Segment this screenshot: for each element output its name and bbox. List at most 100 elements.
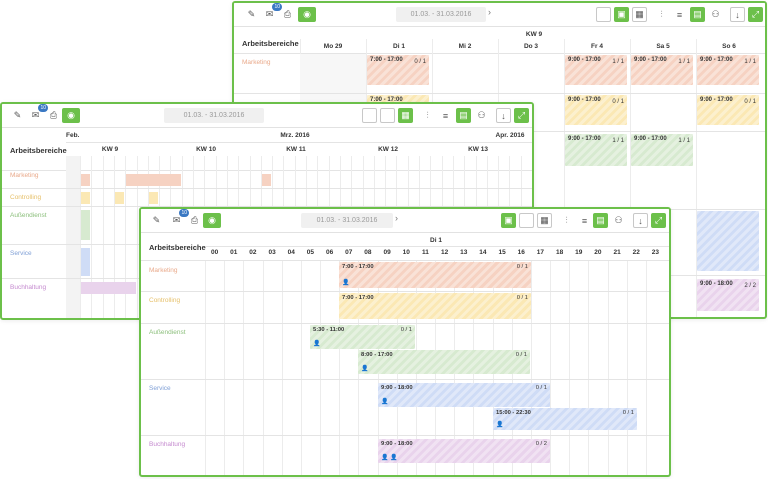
- eye-icon[interactable]: ◉: [298, 7, 316, 22]
- shift-marker[interactable]: [148, 192, 159, 204]
- shift-block[interactable]: 9:00 - 17:00 0 / 1: [697, 95, 759, 125]
- department-label: Marketing: [242, 59, 271, 66]
- date-range[interactable]: 01.03. - 31.03.2016: [301, 213, 393, 228]
- grid-line: [281, 261, 283, 475]
- grid-line: [339, 261, 341, 475]
- person-view-icon[interactable]: ▤: [593, 213, 608, 228]
- shift-block[interactable]: 15:00 - 22:30 0 / 1 👤: [493, 408, 637, 430]
- sort-icon[interactable]: ≡: [676, 9, 683, 20]
- edit-icon[interactable]: ✎: [152, 215, 161, 225]
- notification-badge: 10: [272, 3, 282, 11]
- shift-block[interactable]: [697, 211, 759, 271]
- grid-line: [102, 156, 104, 318]
- grid-line: [300, 261, 302, 475]
- shift-count: 0 / 1: [414, 59, 426, 65]
- shift-block[interactable]: 9:00 - 17:00 1 / 1: [631, 134, 693, 166]
- print-icon[interactable]: ⎙: [49, 110, 58, 120]
- shift-marker[interactable]: [114, 192, 125, 204]
- person-icon: 👤: [313, 341, 321, 347]
- hour-label: 18: [555, 249, 564, 256]
- shift-block[interactable]: 9:00 - 17:00 1 / 1: [631, 55, 693, 85]
- hour-label: 23: [651, 249, 660, 256]
- shift-count: 0 / 1: [516, 264, 528, 270]
- filter-icon[interactable]: ⫶: [660, 9, 663, 19]
- filter-icon[interactable]: ⫶: [565, 215, 568, 225]
- group-icon[interactable]: ⚇: [477, 110, 486, 120]
- shift-marker[interactable]: [81, 174, 91, 186]
- day-header: So 6: [722, 43, 736, 50]
- export-icon[interactable]: ↓: [496, 108, 511, 123]
- chevron-right-icon[interactable]: ›: [488, 7, 491, 17]
- month-view-icon[interactable]: ▦: [398, 108, 413, 123]
- print-icon[interactable]: ⎙: [283, 9, 292, 19]
- eye-icon[interactable]: ◉: [62, 108, 80, 123]
- chevron-right-icon[interactable]: ›: [395, 213, 398, 223]
- export-icon[interactable]: ↓: [730, 7, 745, 22]
- shift-marker[interactable]: [81, 282, 136, 294]
- shift-block[interactable]: 7:00 - 17:00 0 / 1: [367, 55, 429, 85]
- shift-count: 2 / 2: [744, 283, 756, 289]
- shift-marker[interactable]: [81, 248, 91, 276]
- shift-marker[interactable]: [81, 192, 91, 204]
- fullscreen-icon[interactable]: ⤢: [514, 108, 529, 123]
- day-view-icon[interactable]: ▣: [501, 213, 516, 228]
- shift-count: 0 / 1: [744, 99, 756, 105]
- day-view-icon[interactable]: [362, 108, 377, 123]
- week-view-icon[interactable]: [380, 108, 395, 123]
- shift-time: 5:30 - 11:00: [313, 327, 345, 333]
- sort-icon[interactable]: ≡: [581, 215, 588, 226]
- group-icon[interactable]: ⚇: [614, 215, 623, 225]
- department-label: Service: [10, 250, 32, 257]
- shift-block[interactable]: 5:30 - 11:00 0 / 1 👤: [310, 325, 415, 349]
- shift-block[interactable]: 9:00 - 18:00 0 / 1 👤: [378, 383, 550, 407]
- day-header: Do 3: [523, 43, 539, 50]
- shift-time: 7:00 - 17:00: [342, 264, 374, 270]
- week-view-icon[interactable]: [519, 213, 534, 228]
- date-range[interactable]: 01.03. - 31.03.2016: [164, 108, 264, 123]
- section-label: Arbeitsbereiche: [10, 146, 67, 155]
- print-icon[interactable]: ⎙: [190, 215, 199, 225]
- day-view-icon[interactable]: [596, 7, 611, 22]
- month-view-icon[interactable]: ▦: [632, 7, 647, 22]
- shift-block[interactable]: 9:00 - 17:00 1 / 1: [565, 134, 627, 166]
- shift-time: 9:00 - 18:00: [381, 441, 413, 447]
- shift-count: 0 / 1: [622, 410, 634, 416]
- edit-icon[interactable]: ✎: [13, 110, 22, 120]
- date-range[interactable]: 01.03. - 31.03.2016: [396, 7, 486, 22]
- shift-block[interactable]: 7:00 - 17:00 0 / 1 👤: [339, 262, 531, 288]
- group-icon[interactable]: ⚇: [711, 9, 720, 19]
- eye-icon[interactable]: ◉: [203, 213, 221, 228]
- grid-line: [626, 261, 628, 475]
- mail-icon[interactable]: ✉ 10: [31, 104, 48, 120]
- export-icon[interactable]: ↓: [633, 213, 648, 228]
- hour-label: 14: [479, 249, 487, 256]
- month-view-icon[interactable]: ▦: [537, 213, 552, 228]
- hour-label: 00: [210, 249, 219, 256]
- mail-icon[interactable]: ✉ 10: [172, 209, 189, 225]
- fullscreen-icon[interactable]: ⤢: [651, 213, 666, 228]
- edit-icon[interactable]: ✎: [247, 9, 256, 19]
- shift-block[interactable]: 8:00 - 17:00 0 / 1 👤: [358, 350, 530, 374]
- shift-block[interactable]: 9:00 - 18:00 0 / 2 👤 👤: [378, 439, 550, 463]
- day-header: Mo 29: [323, 43, 343, 50]
- shift-block[interactable]: 9:00 - 18:00 2 / 2: [697, 279, 759, 311]
- fullscreen-icon[interactable]: ⤢: [748, 7, 763, 22]
- shift-block[interactable]: 9:00 - 17:00 0 / 1: [565, 95, 627, 125]
- mail-icon[interactable]: ✉ 10: [265, 3, 282, 19]
- shift-marker[interactable]: [126, 174, 181, 186]
- shift-block[interactable]: 9:00 - 17:00 1 / 1: [565, 55, 627, 85]
- shift-marker[interactable]: [81, 210, 91, 240]
- week-view-icon[interactable]: ▣: [614, 7, 629, 22]
- shift-block[interactable]: 7:00 - 17:00 0 / 1: [339, 293, 531, 319]
- shift-count: 0 / 1: [516, 295, 528, 301]
- filter-icon[interactable]: ⫶: [426, 110, 429, 120]
- grid-line: [588, 261, 590, 475]
- sort-icon[interactable]: ≡: [442, 110, 449, 121]
- department-label: Marketing: [10, 172, 39, 179]
- shift-block[interactable]: 9:00 - 17:00 1 / 1: [697, 55, 759, 85]
- person-view-icon[interactable]: ▤: [456, 108, 471, 123]
- month-label: Feb.: [66, 132, 80, 139]
- shift-marker[interactable]: [261, 174, 272, 186]
- person-view-icon[interactable]: ▤: [690, 7, 705, 22]
- department-label: Controlling: [10, 194, 42, 201]
